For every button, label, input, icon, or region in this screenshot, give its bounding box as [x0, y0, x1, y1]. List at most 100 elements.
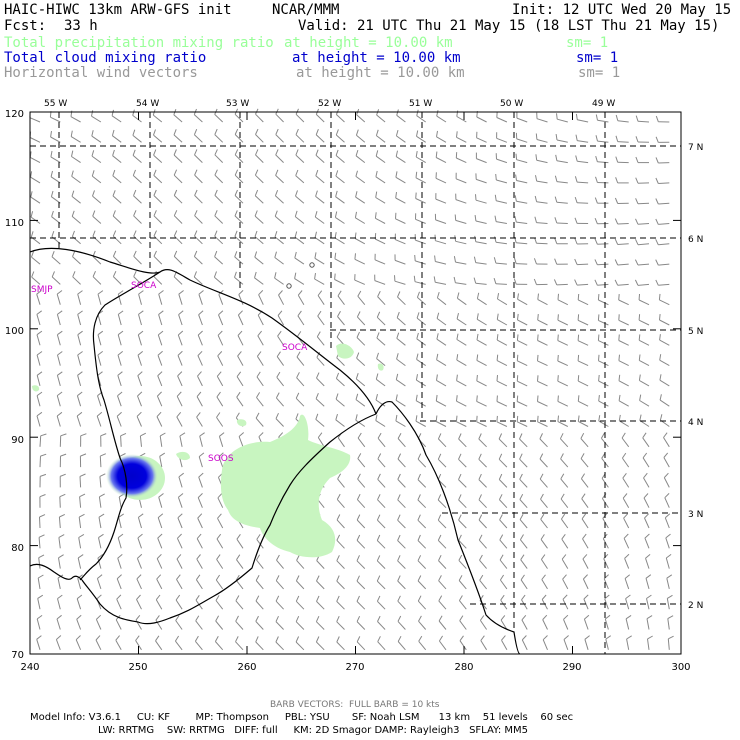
- wind-barb: [296, 356, 305, 366]
- wind-barb-feather: [137, 371, 143, 376]
- wind-barb-feather: [336, 615, 340, 622]
- wind-barb: [394, 280, 406, 285]
- wind-barb: [173, 114, 183, 123]
- wind-barb: [417, 499, 427, 509]
- wind-barb-feather: [583, 594, 589, 600]
- wind-barb: [354, 238, 366, 245]
- wind-barb: [254, 256, 264, 265]
- wind-barb: [418, 640, 427, 651]
- wind-barb: [96, 578, 102, 590]
- wind-barb-feather: [198, 472, 204, 478]
- wind-barb: [216, 417, 224, 427]
- wind-barb: [132, 155, 142, 163]
- wind-barb: [95, 619, 102, 630]
- wind-barb: [355, 399, 366, 407]
- wind-barb: [458, 458, 467, 468]
- wind-barb: [255, 580, 264, 590]
- wind-barb-feather: [519, 433, 523, 440]
- wind-barb: [178, 476, 183, 488]
- wind-barb-feather: [458, 514, 462, 521]
- wind-barb-feather: [615, 114, 619, 121]
- wind-barb-feather: [99, 493, 105, 498]
- x-tick-label: 270: [345, 662, 364, 673]
- wind-barb: [375, 420, 386, 427]
- wind-barb-feather: [479, 554, 483, 561]
- wind-barb-feather: [476, 374, 478, 381]
- wind-barb: [621, 437, 630, 448]
- wind-barb-feather: [57, 351, 63, 356]
- wind-barb: [618, 360, 629, 367]
- wind-barb-feather: [196, 391, 202, 397]
- wind-barb: [435, 421, 447, 427]
- wind-barb: [356, 519, 366, 529]
- wind-barb-feather: [236, 554, 241, 560]
- wind-barb: [519, 458, 528, 468]
- wind-barb: [658, 263, 670, 266]
- wind-barb: [438, 620, 447, 630]
- wind-barb: [397, 580, 406, 590]
- wind-barb: [316, 336, 325, 346]
- wind-barb: [658, 283, 670, 286]
- wind-barb: [436, 136, 447, 143]
- wind-barb-feather: [91, 170, 95, 177]
- wind-barb: [475, 241, 487, 245]
- wind-barb-feather: [635, 156, 639, 163]
- wind-barb: [36, 395, 41, 407]
- wind-barb: [455, 282, 467, 285]
- wind-barb: [175, 640, 183, 651]
- wind-barb: [176, 538, 183, 549]
- wind-barb-feather: [195, 574, 201, 580]
- wind-barb-feather: [334, 252, 337, 259]
- wind-barb-feather: [194, 189, 198, 196]
- wind-barb: [618, 299, 629, 306]
- wind-barb: [336, 641, 345, 651]
- wind-barb-feather: [77, 290, 83, 295]
- wind-barb: [118, 496, 122, 508]
- wind-barb-feather: [557, 395, 559, 402]
- wind-barb: [577, 340, 589, 346]
- wind-barb-feather: [516, 395, 519, 402]
- wind-barb: [76, 598, 82, 610]
- wind-barb-feather: [173, 230, 178, 237]
- wind-barb-feather: [622, 472, 627, 479]
- wind-barb-feather: [438, 595, 443, 602]
- wind-barb: [276, 559, 284, 569]
- wind-barb-feather: [597, 314, 600, 321]
- wind-barb-feather: [574, 196, 578, 203]
- wind-barb-feather: [577, 375, 580, 382]
- wind-barb-feather: [255, 636, 259, 643]
- precip-blob-main: [220, 414, 351, 558]
- wind-barb-feather: [555, 134, 558, 141]
- wind-barb: [295, 154, 305, 163]
- wind-barb: [536, 242, 548, 245]
- wind-barb: [199, 435, 203, 447]
- wind-barb-feather: [234, 189, 238, 196]
- wind-barb: [296, 580, 305, 590]
- wind-barb: [112, 135, 122, 143]
- wind-barb: [256, 559, 264, 569]
- wind-barb-feather: [336, 534, 341, 541]
- wind-barb: [72, 256, 81, 265]
- wind-barb: [645, 558, 650, 569]
- wind-barb-feather: [197, 350, 203, 356]
- wind-barb: [115, 639, 122, 651]
- wind-barb: [97, 314, 102, 326]
- wind-barb: [76, 619, 82, 630]
- wind-barb-feather: [598, 354, 600, 361]
- precip-blob-small-5: [32, 385, 40, 392]
- wind-barb-feather: [99, 473, 106, 477]
- wind-barb-feather: [498, 494, 503, 500]
- wind-barb: [197, 497, 203, 508]
- wind-barb: [394, 259, 406, 265]
- wind-barb: [214, 256, 224, 265]
- wind-barb: [417, 540, 427, 549]
- wind-barb-feather: [155, 615, 160, 621]
- wind-barb-feather: [663, 452, 669, 458]
- wind-barb-feather: [416, 312, 420, 319]
- wind-barb-feather: [254, 210, 258, 217]
- wind-barb: [602, 518, 609, 529]
- wind-barb-feather: [498, 473, 503, 480]
- wind-barb-feather: [135, 635, 140, 641]
- wind-barb-feather: [36, 330, 43, 336]
- wind-barb-feather: [415, 171, 418, 178]
